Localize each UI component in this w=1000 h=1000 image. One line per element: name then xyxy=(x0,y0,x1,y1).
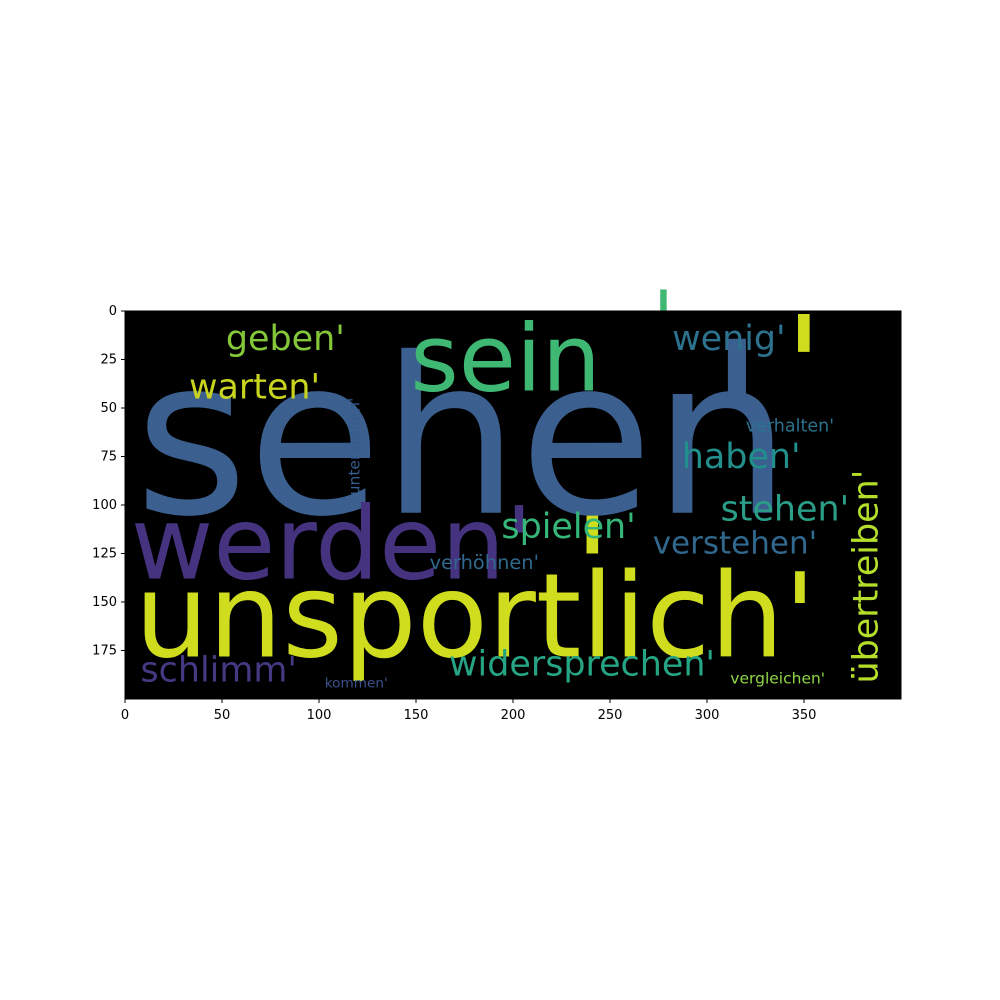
word-14: verstehen' xyxy=(653,526,817,562)
word-1: ' xyxy=(707,296,767,549)
plot-area xyxy=(125,311,901,699)
y-axis: 0 25 50 75 100 125 150 175 xyxy=(92,304,125,659)
x-tick-label: 100 xyxy=(307,708,332,723)
y-tick-label: 25 xyxy=(100,353,117,368)
word-11: haben' xyxy=(682,437,801,477)
x-tick-label: 300 xyxy=(695,708,720,723)
word-21: übertreiben' xyxy=(847,470,887,684)
word-19: vergleichen' xyxy=(730,670,825,688)
word-17: schlimm' xyxy=(141,651,297,691)
y-tick-label: 50 xyxy=(100,401,117,416)
word-3: werden' xyxy=(131,485,533,603)
word-9: geben' xyxy=(226,319,345,359)
word-5: ' xyxy=(653,275,674,365)
y-tick-label: 125 xyxy=(92,547,117,562)
x-tick-label: 0 xyxy=(121,708,129,723)
x-tick-label: 200 xyxy=(501,708,526,723)
x-tick-label: 150 xyxy=(404,708,429,723)
word-2: unsportlich' xyxy=(135,549,816,684)
word-10: warten' xyxy=(189,367,320,407)
word-layer: sehen'unsportlich'werden'sein ' ''wenig'ge… xyxy=(131,275,887,692)
y-tick-label: 75 xyxy=(100,450,117,465)
word-12: stehen' xyxy=(721,490,850,530)
word-16: widersprechen' xyxy=(449,645,715,685)
x-tick-label: 50 xyxy=(214,708,231,723)
x-tick-label: 350 xyxy=(792,708,817,723)
word-6: ' xyxy=(785,286,823,449)
x-tick-label: 250 xyxy=(598,708,623,723)
word-8: wenig' xyxy=(672,319,786,359)
y-tick-label: 175 xyxy=(92,644,117,659)
word-22: unterstellen' xyxy=(346,398,364,496)
word-13: spielen' xyxy=(501,507,635,547)
x-axis: 0 50 100 150 200 250 300 350 xyxy=(121,699,817,723)
word-7: ' xyxy=(573,488,611,651)
word-18: kommen' xyxy=(325,675,388,691)
y-tick-label: 100 xyxy=(92,498,117,513)
y-tick-label: 150 xyxy=(92,595,117,610)
word-4: sein xyxy=(410,305,601,413)
word-0: sehen xyxy=(135,312,791,565)
word-15: verhöhnen' xyxy=(430,551,539,574)
y-tick-label: 0 xyxy=(109,304,117,319)
word-20: verhalten' xyxy=(746,416,834,436)
